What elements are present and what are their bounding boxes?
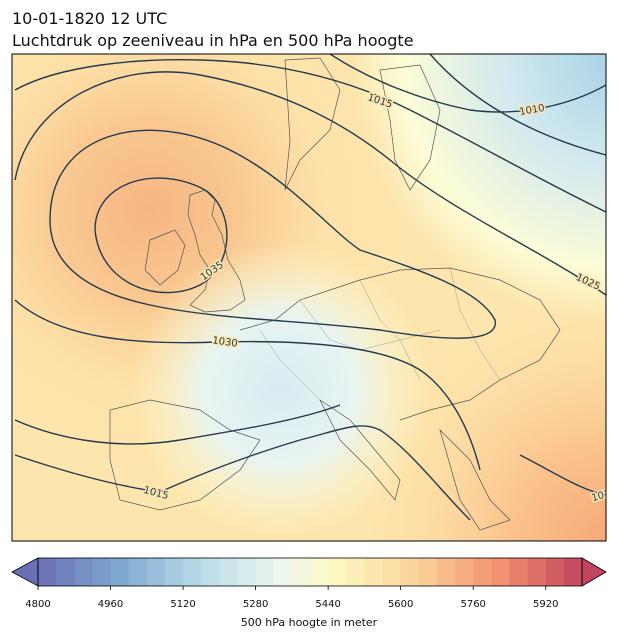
colorbar-tick-label: 5120 — [170, 599, 195, 610]
colorbar-segment — [183, 558, 202, 586]
colorbar-segment — [328, 558, 347, 586]
colorbar-segment — [400, 558, 420, 586]
colorbar-frame — [37, 557, 583, 587]
colorbar-segment — [146, 558, 166, 586]
map-frame — [11, 53, 607, 542]
colorbar-segment — [310, 558, 329, 586]
colorbar-segment — [38, 558, 57, 586]
colorbar-segment — [164, 558, 184, 586]
map-subtitle: Luchtdruk op zeeniveau in hPa en 500 hPa… — [12, 31, 414, 50]
colorbar-segment — [563, 558, 583, 586]
colorbar-segment — [436, 558, 456, 586]
colorbar-segment — [545, 558, 565, 586]
colorbar-segment — [527, 558, 547, 586]
colorbar-segment — [346, 558, 365, 586]
colorbar-segment — [509, 558, 529, 586]
colorbar-tick-label: 5920 — [533, 599, 558, 610]
colorbar-extend-low — [11, 557, 39, 587]
colorbar-segment — [128, 558, 148, 586]
colorbar-tick-label: 4960 — [98, 599, 123, 610]
colorbar-segment — [255, 558, 275, 586]
colorbar-segment — [291, 558, 311, 586]
colorbar-segment — [56, 558, 75, 586]
colorbar-segment — [201, 558, 220, 586]
colorbar-segment — [74, 558, 93, 586]
colorbar-segment — [382, 558, 402, 586]
colorbar-segment — [473, 558, 492, 586]
colorbar-segment — [364, 558, 384, 586]
colorbar-tick-label: 5760 — [460, 599, 485, 610]
colorbar-tick-label: 4800 — [25, 599, 50, 610]
colorbar-extend-high — [581, 557, 607, 587]
colorbar: 4800 4960 5120 5280 5440 5600 5760 5920 — [11, 557, 607, 610]
colorbar-tick-label: 5440 — [315, 599, 340, 610]
colorbar-label: 500 hPa hoogte in meter — [241, 616, 378, 629]
colorbar-segment — [219, 558, 238, 586]
colorbar-segment — [92, 558, 112, 586]
colorbar-segment — [273, 558, 293, 586]
isobar-label: 1030 — [212, 335, 239, 349]
colorbar-segment — [418, 558, 438, 586]
map-area — [12, 54, 606, 541]
colorbar-segment — [491, 558, 510, 586]
colorbar-segment — [455, 558, 474, 586]
colorbar-segment — [110, 558, 130, 586]
map-title: 10-01-1820 12 UTC — [12, 9, 167, 28]
colorbar-tick-label: 5280 — [243, 599, 268, 610]
colorbar-segment — [237, 558, 257, 586]
colorbar-tick-label: 5600 — [388, 599, 413, 610]
